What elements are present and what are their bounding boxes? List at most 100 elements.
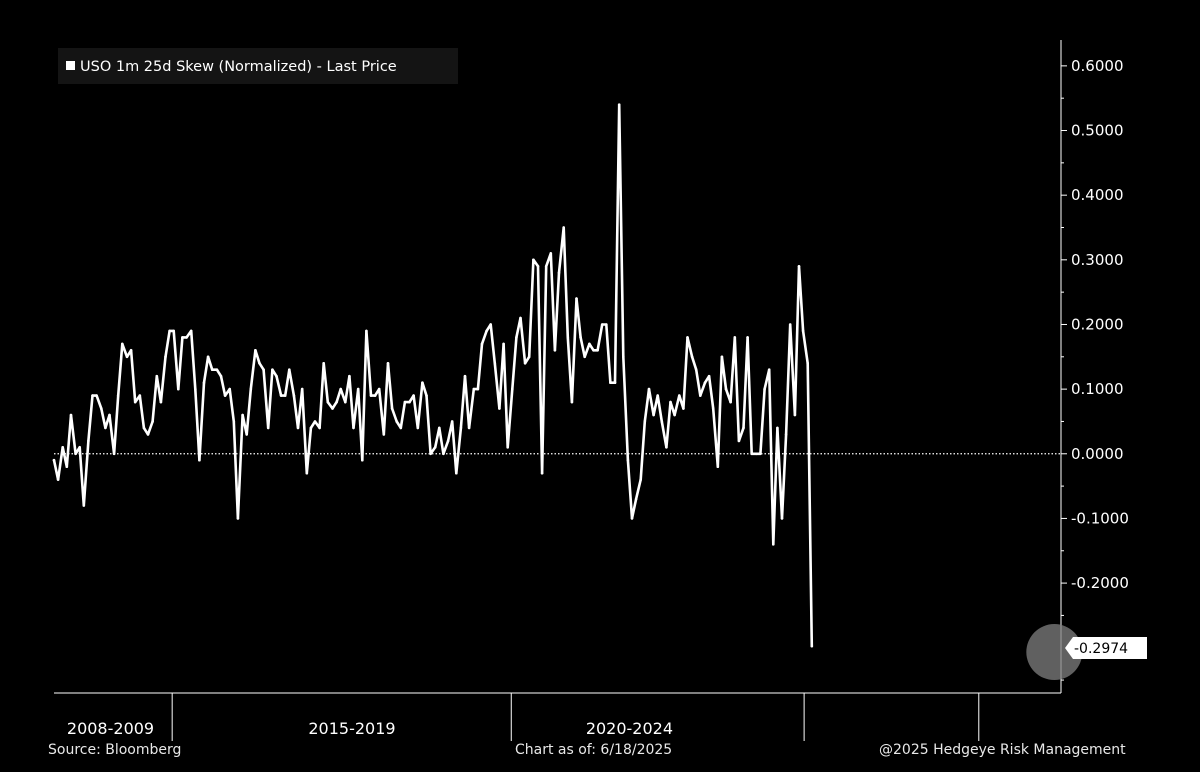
plot-frame — [54, 40, 1062, 694]
data-point — [138, 394, 142, 397]
y-tick-label: -0.1000 — [1071, 509, 1129, 527]
data-point — [326, 400, 330, 404]
x-period-label: 2020-2024 — [586, 719, 673, 738]
data-point — [300, 387, 304, 391]
data-point — [146, 433, 150, 436]
data-point — [673, 413, 676, 417]
data-point — [210, 368, 214, 372]
data-point — [95, 394, 98, 397]
data-point — [318, 426, 321, 430]
data-point — [519, 316, 522, 320]
data-point — [784, 433, 788, 436]
data-point — [472, 387, 476, 391]
data-point — [729, 400, 732, 404]
data-point — [690, 355, 694, 359]
data-point — [172, 329, 175, 333]
y-axis-ticks: 0.6000 0.5000 0.4000 0.3000 0.2000 0.1000 0.00… — [1061, 57, 1129, 681]
data-point — [793, 413, 797, 417]
data-point — [215, 368, 219, 372]
y-tick-label: -0.2000 — [1071, 574, 1129, 592]
y-tick-label: 0.5000 — [1071, 122, 1124, 140]
data-point — [275, 374, 278, 378]
data-point — [630, 517, 634, 520]
data-point — [570, 400, 574, 404]
data-point — [283, 394, 287, 397]
data-point — [356, 387, 360, 391]
data-point — [737, 439, 741, 443]
data-point — [532, 258, 535, 262]
data-point — [562, 226, 565, 229]
data-point — [788, 323, 792, 326]
data-point — [271, 368, 274, 372]
data-point — [232, 420, 236, 423]
data-point — [164, 355, 167, 359]
data-point — [74, 452, 77, 456]
x-period-label: 2015-2019 — [308, 719, 395, 738]
data-point — [241, 413, 244, 417]
data-point — [780, 517, 784, 520]
data-point — [65, 465, 69, 469]
y-tick-label: 0.4000 — [1071, 186, 1124, 204]
data-point — [309, 426, 313, 430]
data-point — [416, 426, 420, 430]
last-value-tag: -0.2974 — [1065, 637, 1147, 660]
data-point — [116, 394, 120, 397]
data-point — [557, 271, 561, 275]
data-point — [540, 471, 544, 475]
data-point — [177, 387, 180, 391]
data-point — [746, 336, 749, 339]
data-point — [438, 426, 441, 430]
data-point — [605, 323, 608, 326]
data-point — [305, 471, 309, 475]
data-point — [56, 478, 60, 481]
data-point — [493, 362, 497, 365]
data-point — [258, 362, 261, 365]
data-point — [716, 465, 720, 469]
data-point — [223, 394, 227, 397]
data-point — [365, 329, 368, 333]
data-point — [198, 458, 201, 462]
data-point — [296, 426, 300, 430]
data-point — [108, 413, 111, 417]
data-point — [331, 407, 334, 410]
data-point — [750, 452, 753, 456]
data-point — [669, 400, 672, 404]
data-point — [91, 394, 94, 397]
data-point — [575, 297, 578, 300]
data-point — [682, 407, 685, 410]
data-point — [617, 103, 621, 106]
data-point — [643, 420, 647, 423]
x-axis-period-labels: 2008-2009 2015-2019 2020-2024 — [67, 719, 673, 738]
data-point — [121, 342, 124, 346]
data-point — [236, 517, 240, 520]
data-point — [344, 400, 347, 404]
series-line — [52, 103, 814, 648]
data-point — [181, 336, 184, 339]
data-point — [129, 349, 133, 352]
data-point — [549, 252, 553, 255]
data-point — [609, 381, 612, 385]
data-point — [292, 394, 296, 397]
data-point — [592, 349, 595, 352]
data-point — [446, 439, 450, 443]
data-point — [442, 452, 445, 456]
data-point — [168, 329, 171, 333]
data-point — [288, 368, 291, 372]
data-point — [369, 394, 373, 397]
legend-label: USO 1m 25d Skew (Normalized) - Last Pric… — [80, 59, 397, 75]
data-point — [711, 407, 715, 410]
series-points — [52, 103, 814, 648]
data-point — [395, 420, 399, 423]
data-point — [87, 439, 90, 443]
y-tick-label: 0.0000 — [1071, 445, 1124, 463]
data-point — [412, 394, 415, 397]
last-value-tag-label: -0.2974 — [1074, 641, 1128, 657]
data-point — [797, 265, 801, 268]
data-point — [463, 374, 467, 378]
data-point — [527, 355, 531, 359]
y-tick-label: 0.3000 — [1071, 251, 1124, 269]
data-point — [399, 426, 403, 430]
data-point — [767, 368, 771, 372]
data-point — [489, 323, 493, 326]
